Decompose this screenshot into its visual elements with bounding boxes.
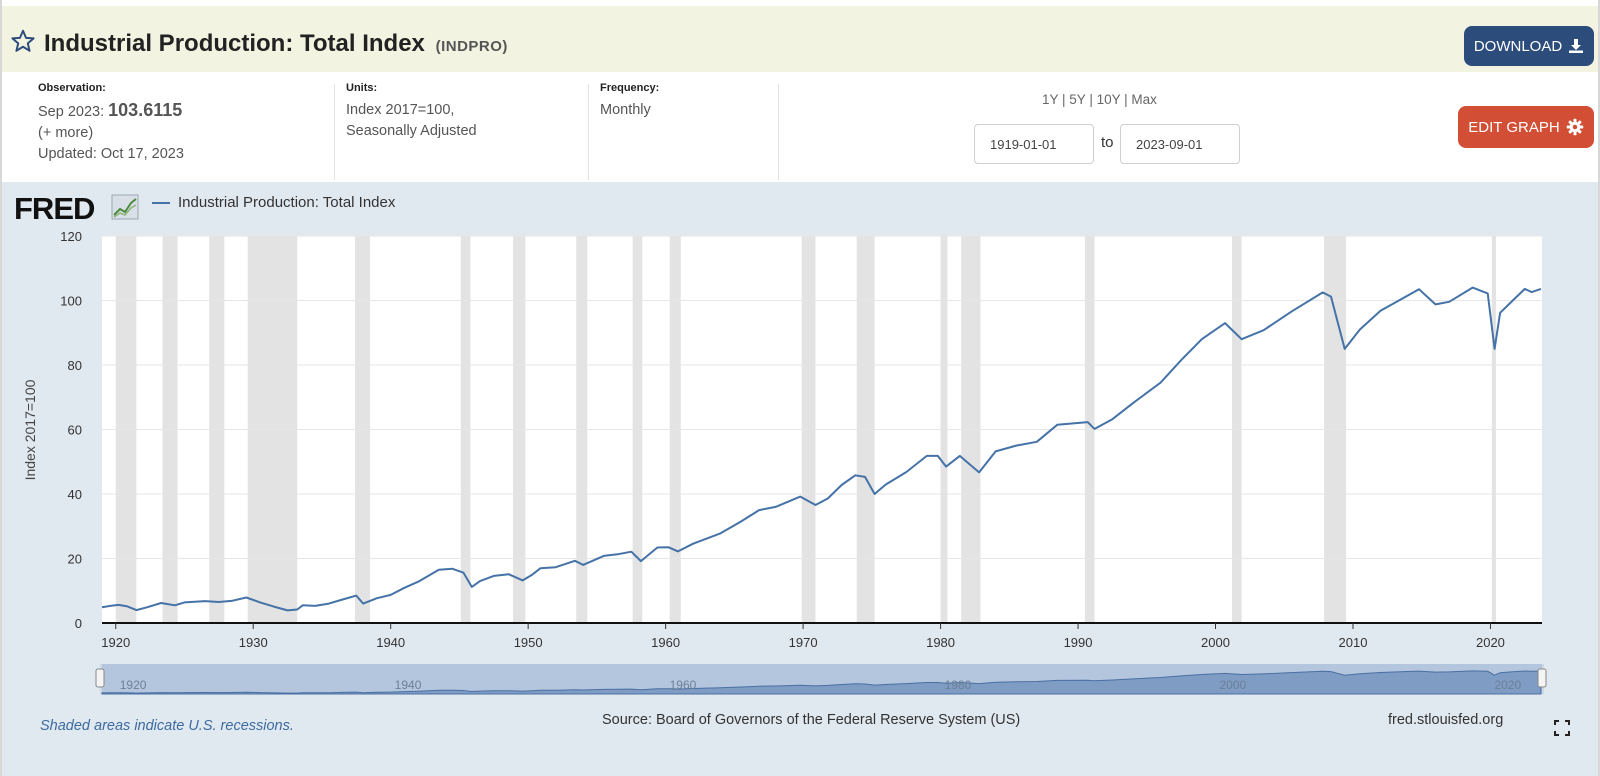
fred-logo: FRED [14, 191, 139, 224]
y-axis-ticks: 0 20 40 60 80 100 120 [60, 229, 82, 631]
navigator-label: 1980 [945, 678, 972, 692]
title-bar: Industrial Production: Total Index (INDP… [2, 6, 1598, 72]
start-date-input[interactable] [974, 124, 1094, 164]
x-tick-label: 1920 [101, 635, 130, 650]
observation-block: Observation: Sep 2023: 103.6115 (+ more)… [38, 82, 328, 178]
units-line2: Seasonally Adjusted [346, 123, 477, 139]
series-title: Industrial Production: Total Index [44, 30, 425, 57]
range-max[interactable]: Max [1131, 92, 1157, 107]
x-tick-label: 2000 [1201, 635, 1230, 650]
edit-graph-button[interactable]: EDIT GRAPH [1458, 106, 1594, 148]
range-5y[interactable]: 5Y [1069, 92, 1086, 107]
download-button[interactable]: DOWNLOAD [1464, 26, 1594, 66]
observation-label: Observation: [38, 82, 106, 94]
observation-date: Sep 2023: [38, 104, 105, 120]
range-links: 1Y | 5Y | 10Y | Max [1042, 92, 1157, 107]
x-tick-label: 2020 [1476, 635, 1505, 650]
source-text: Source: Board of Governors of the Federa… [602, 712, 1021, 728]
gear-icon [1566, 118, 1583, 136]
fred-logo-text: FRED [14, 191, 95, 224]
navigator-label: 2000 [1220, 678, 1247, 692]
x-tick-label: 1940 [376, 635, 405, 650]
legend-swatch [152, 201, 170, 204]
range-navigator[interactable]: 1920 1940 1960 1980 2000 2020 [95, 664, 1547, 695]
x-tick-label: 2010 [1339, 635, 1368, 650]
y-tick-label: 20 [68, 552, 82, 567]
chart-canvas: 0 20 40 60 80 100 120 1920 1930 1940 1950 1960 1970… [22, 229, 1547, 695]
y-axis-label: Index 2017=100 [22, 379, 38, 480]
series-line[interactable] [101, 286, 1542, 612]
updated-date: Updated: Oct 17, 2023 [38, 146, 184, 162]
edit-graph-label: EDIT GRAPH [1468, 118, 1560, 136]
divider [778, 84, 779, 180]
star-icon[interactable] [10, 28, 36, 54]
x-tick-label: 1980 [926, 635, 955, 650]
y-tick-label: 60 [68, 423, 82, 438]
navigator-series-area [101, 670, 1542, 695]
y-tick-label: 100 [60, 294, 82, 309]
navigator-right-handle[interactable] [1537, 668, 1547, 688]
series-meta: Observation: Sep 2023: 103.6115 (+ more)… [2, 72, 1598, 182]
navigator-label: 2020 [1494, 678, 1521, 692]
frequency-label: Frequency: [600, 82, 660, 94]
range-10y[interactable]: 10Y [1096, 92, 1121, 107]
x-tick-label: 1970 [789, 635, 818, 650]
y-tick-label: 120 [60, 229, 82, 244]
x-tick-label: 1930 [239, 635, 268, 650]
legend-label: Industrial Production: Total Index [178, 194, 396, 211]
navigator-label: 1940 [395, 678, 422, 692]
y-tick-label: 0 [75, 616, 82, 631]
download-icon [1569, 39, 1584, 53]
more-link[interactable]: (+ more) [38, 125, 94, 141]
site-link[interactable]: fred.stlouisfed.org [1388, 712, 1504, 728]
units-label: Units: [346, 82, 378, 94]
x-tick-label: 1950 [514, 635, 543, 650]
x-tick-label: 1960 [651, 635, 680, 650]
frequency-value: Monthly [600, 102, 651, 118]
series-id: (INDPRO) [435, 38, 508, 55]
grid-lines [102, 235, 1542, 559]
navigator-label: 1960 [670, 678, 697, 692]
y-tick-label: 40 [68, 487, 82, 502]
download-label: DOWNLOAD [1473, 37, 1563, 55]
y-tick-label: 80 [68, 358, 82, 373]
end-date-input[interactable] [1120, 124, 1240, 164]
fullscreen-icon[interactable] [1554, 720, 1570, 736]
navigator-labels: 1920 1940 1960 1980 2000 2020 [120, 678, 1522, 692]
navigator-label: 1920 [120, 678, 147, 692]
units-line1: Index 2017=100, [346, 102, 455, 118]
x-tick-label: 1990 [1064, 635, 1093, 650]
units-block: Units: Index 2017=100, Seasonally Adjust… [346, 82, 586, 178]
divider [334, 84, 335, 180]
frequency-block: Frequency: Monthly [600, 82, 780, 178]
recession-note: Shaded areas indicate U.S. recessions. [40, 718, 294, 734]
range-1y[interactable]: 1Y [1042, 92, 1059, 107]
observation-value: 103.6115 [108, 100, 183, 120]
x-axis-ticks: 1920 1930 1940 1950 1960 1970 1980 1990 2000 2010… [101, 623, 1505, 650]
chart-legend: Industrial Production: Total Index [152, 194, 395, 211]
page-title: Industrial Production: Total Index (INDP… [44, 30, 508, 58]
series-layer [101, 286, 1542, 612]
chart-panel: FRED Industrial Production: Total Index … [2, 182, 1598, 776]
navigator-left-handle[interactable] [95, 668, 105, 688]
navigator-series [101, 670, 1542, 695]
observation-line: Sep 2023: 103.6115 [38, 100, 328, 123]
to-label: to [1101, 134, 1114, 151]
divider [588, 84, 589, 180]
